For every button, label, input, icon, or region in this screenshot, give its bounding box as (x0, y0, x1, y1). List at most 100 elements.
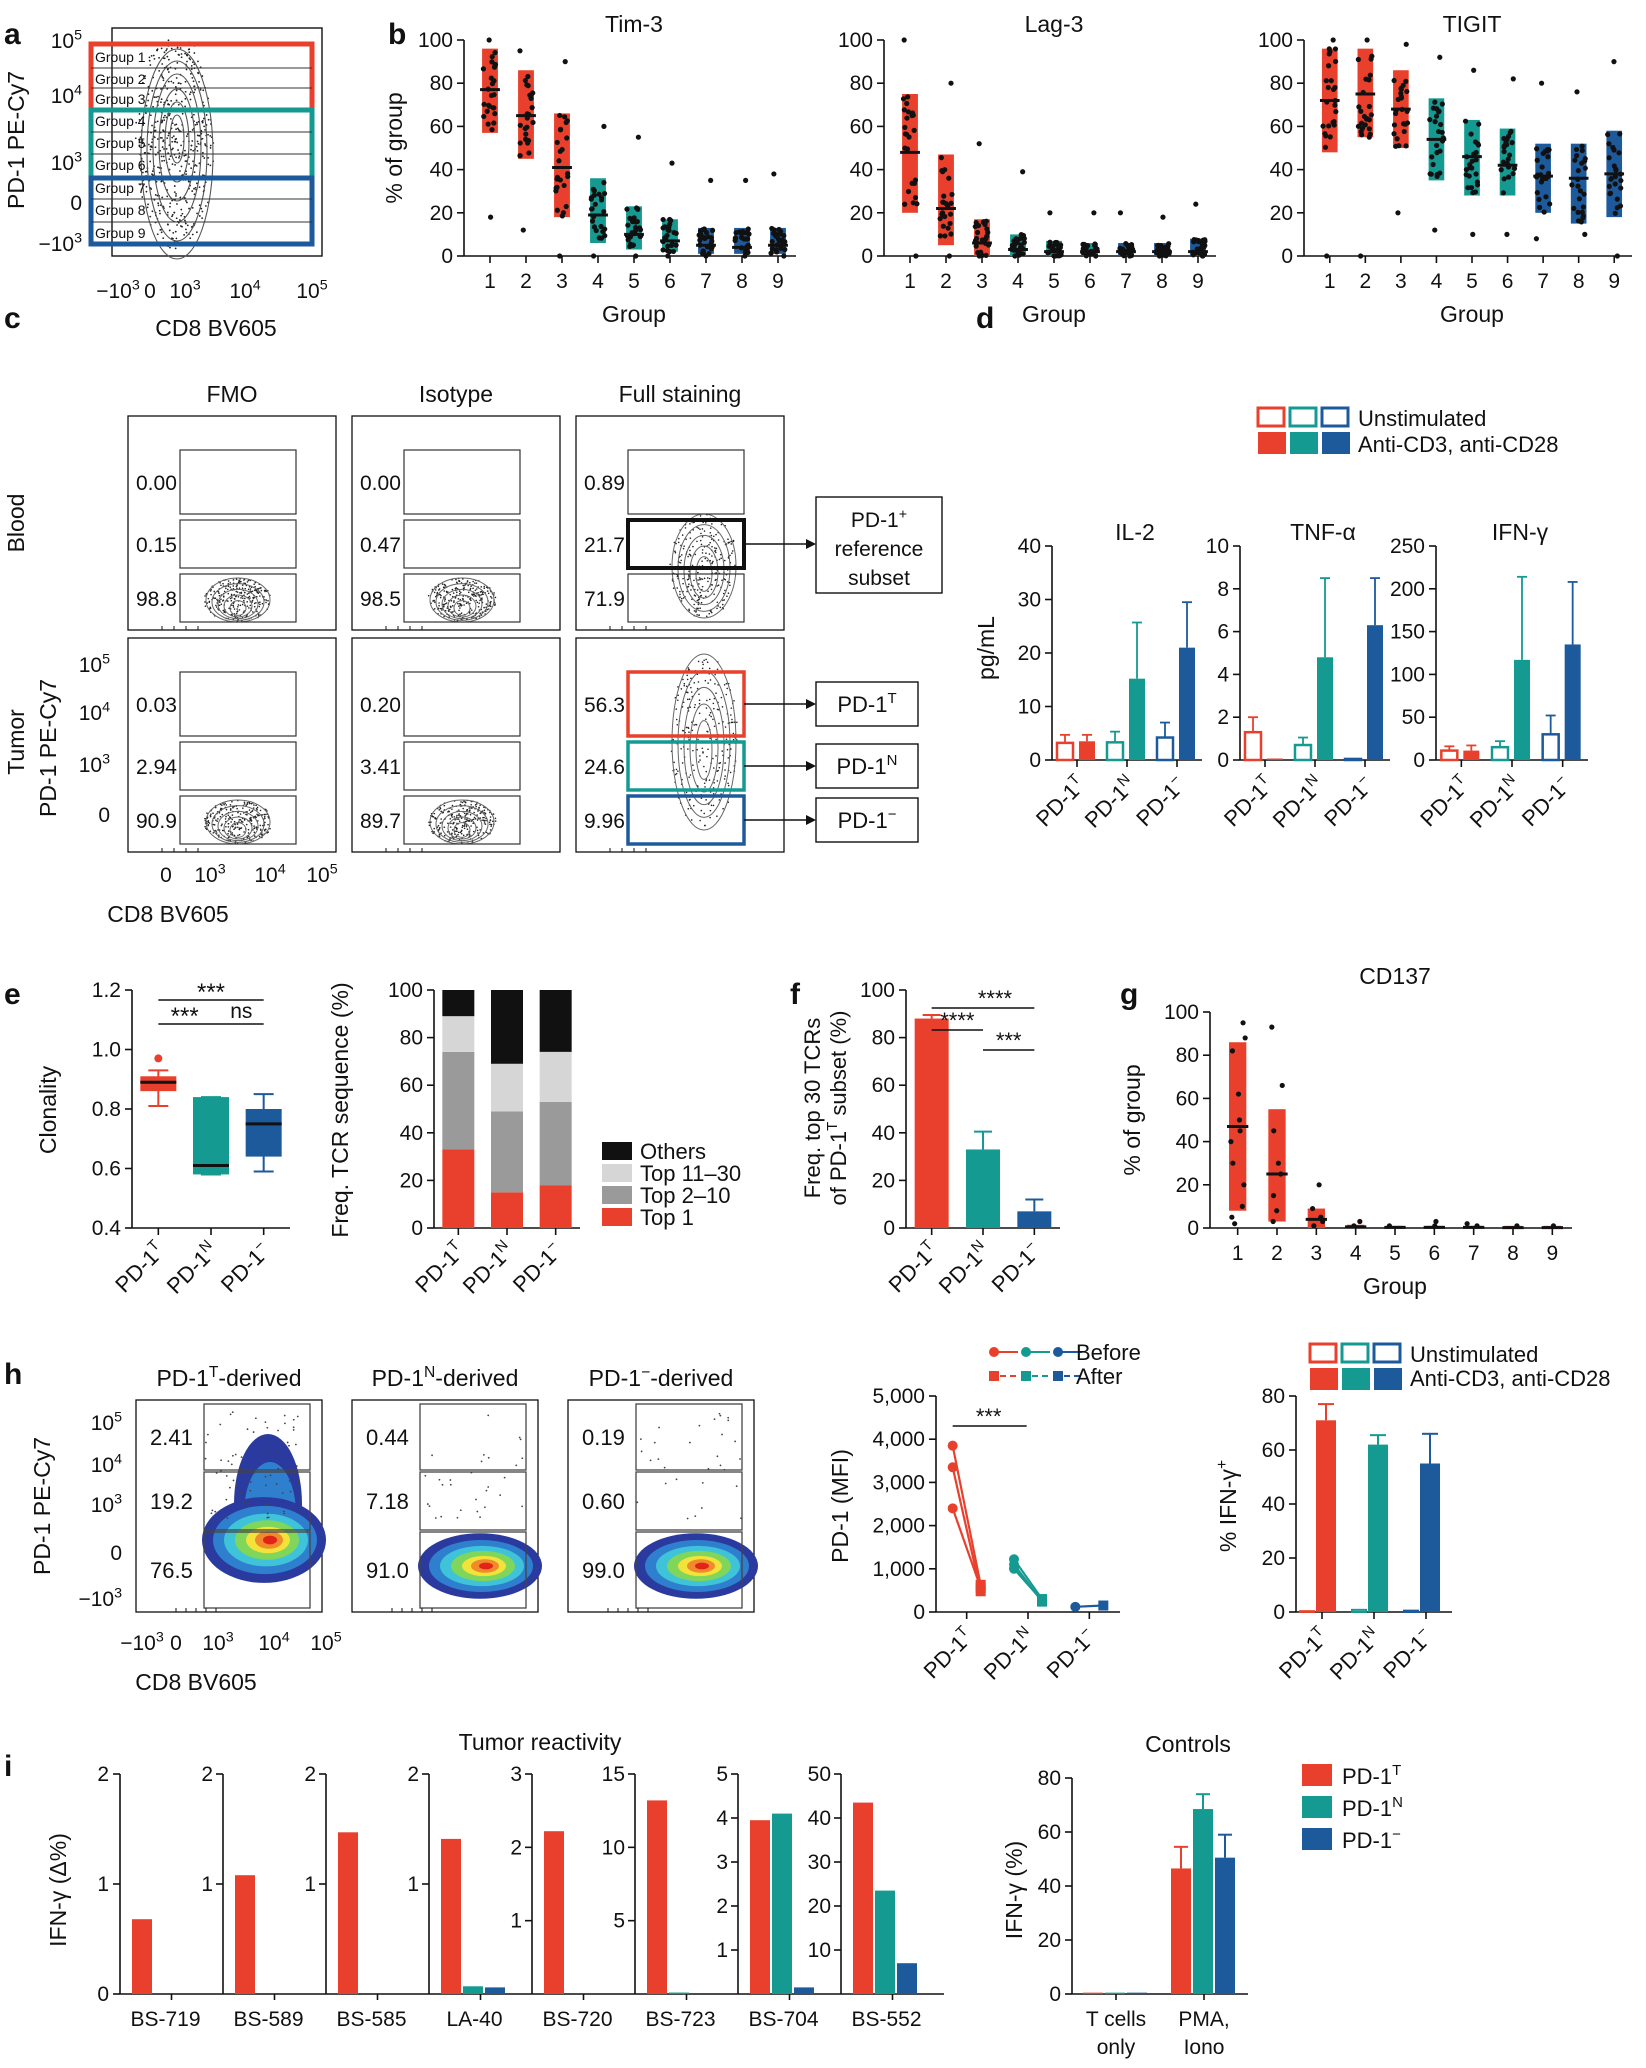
event-dot (700, 809, 703, 812)
group-label: Group 4 (95, 113, 146, 129)
event-dot (719, 606, 722, 609)
data-point (947, 220, 953, 227)
event-dot (141, 142, 144, 145)
event-dot (204, 817, 207, 820)
bar (1105, 1992, 1125, 1994)
event-dot (438, 809, 441, 811)
event-dot (701, 549, 704, 551)
event-dot (147, 203, 149, 206)
event-dot (193, 187, 195, 190)
event-dot (184, 105, 187, 108)
gate (203, 1531, 311, 1609)
event-dot (690, 686, 692, 689)
bar-stimulated (1179, 647, 1195, 760)
event-dot (243, 591, 246, 594)
x-tick-label: 1 (904, 270, 916, 293)
data-point (1229, 1214, 1235, 1220)
event-dot (719, 1414, 722, 1417)
event-dot (699, 759, 701, 761)
data-point (635, 206, 641, 212)
data-point (489, 81, 496, 87)
data-point (1575, 167, 1581, 174)
gate-percentage: 89.7 (360, 810, 401, 833)
data-point (1611, 59, 1617, 65)
event-dot (292, 1429, 295, 1431)
event-dot (708, 698, 711, 701)
before-point (947, 1440, 958, 1451)
event-dot (209, 164, 212, 167)
bar-unstimulated (1343, 757, 1363, 762)
event-dot (249, 1489, 252, 1492)
stacked-segment (442, 1051, 475, 1150)
data-point (667, 248, 673, 255)
event-dot (458, 814, 460, 816)
event-dot (701, 747, 704, 750)
event-dot (705, 707, 708, 709)
x-tick-label: PMA, (1178, 2008, 1229, 2031)
data-point (1569, 182, 1575, 188)
event-dot (718, 799, 721, 801)
event-dot (192, 113, 195, 116)
data-point (1498, 167, 1504, 173)
event-dot (163, 51, 166, 54)
event-dot (258, 605, 261, 608)
event-dot (154, 146, 157, 149)
event-dot (149, 215, 152, 218)
data-point (491, 105, 497, 111)
gate-percentage: 19.2 (150, 1489, 193, 1514)
data-point (1326, 63, 1332, 69)
x-tick-label: 2 (940, 270, 952, 293)
event-dot (723, 559, 726, 562)
event-dot (254, 1417, 257, 1420)
x-tick-label: PD-1N (1078, 771, 1140, 833)
event-dot (144, 151, 147, 154)
data-point (1580, 204, 1586, 210)
event-dot (243, 1501, 246, 1503)
contour-line (211, 583, 265, 621)
event-dot (269, 1474, 272, 1477)
bar (750, 1820, 770, 1994)
event-dot (460, 817, 463, 819)
event-dot (705, 799, 707, 801)
legend-swatch (1302, 1764, 1332, 1786)
event-dot (690, 691, 693, 693)
data-point (1614, 253, 1620, 259)
data-point (635, 134, 642, 140)
legend-swatch-filled (1310, 1368, 1338, 1390)
data-point (1269, 1024, 1275, 1030)
event-dot (709, 527, 712, 529)
event-dot (693, 804, 695, 807)
event-dot (234, 826, 237, 829)
event-dot (221, 813, 224, 816)
data-point (1504, 231, 1510, 237)
data-point (486, 37, 492, 43)
event-dot (700, 578, 702, 580)
y-tick-label: 60 (430, 115, 453, 138)
event-dot (709, 737, 711, 740)
event-dot (681, 534, 684, 536)
contour-line (695, 720, 713, 780)
event-dot (267, 599, 269, 602)
data-point (590, 253, 597, 259)
bar-stimulated (1420, 1463, 1440, 1612)
data-point (1439, 129, 1445, 136)
data-point (485, 121, 491, 127)
event-dot (234, 598, 236, 600)
data-point (905, 94, 911, 100)
event-dot (733, 700, 735, 702)
event-dot (492, 813, 495, 815)
gate-percentage: 0.19 (582, 1425, 625, 1450)
data-point (1330, 119, 1336, 126)
data-point (1432, 119, 1438, 125)
data-point (973, 243, 979, 249)
event-dot (713, 725, 716, 728)
data-point (768, 250, 774, 256)
event-dot (716, 780, 719, 782)
data-point (776, 238, 782, 244)
contour-line (435, 805, 489, 843)
subplot-title: Tim-3 (605, 11, 663, 37)
panel-letter: c (4, 302, 21, 335)
y-tick-label: 80 (850, 72, 873, 95)
event-dot (693, 610, 696, 612)
